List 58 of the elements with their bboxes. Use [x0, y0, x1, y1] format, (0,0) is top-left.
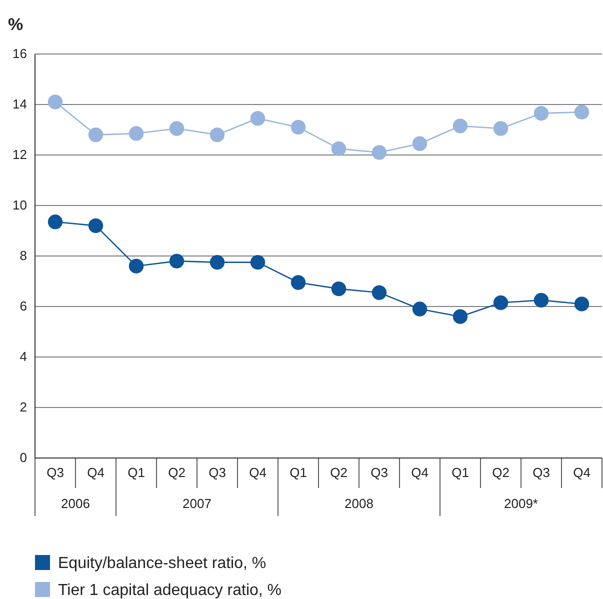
point — [48, 214, 63, 230]
point — [452, 118, 468, 134]
x-tick-label: Q2 — [168, 465, 186, 480]
point — [210, 254, 225, 270]
point — [128, 126, 144, 141]
text: 2006 — [61, 496, 90, 511]
y-tick-label: 2 — [20, 400, 27, 415]
y-axis-title: % — [8, 15, 24, 34]
point — [250, 254, 266, 270]
y-tick-label: 8 — [20, 248, 27, 264]
text: 2007 — [182, 496, 212, 511]
point — [493, 295, 508, 310]
point — [372, 285, 387, 300]
y-tick-label: 16 — [12, 46, 27, 62]
point — [331, 141, 346, 156]
x-tick-label: Q1 — [128, 465, 145, 480]
point — [48, 94, 63, 110]
x-tick-label: Q3 — [46, 465, 64, 480]
point — [250, 111, 266, 126]
point — [534, 106, 549, 121]
point — [88, 127, 104, 142]
point — [210, 127, 225, 142]
y-tick-label: 12 — [12, 147, 27, 162]
point — [128, 258, 144, 274]
y-tick-label: 10 — [12, 198, 27, 213]
point — [452, 309, 468, 324]
point — [331, 281, 346, 296]
point — [372, 145, 387, 160]
point — [412, 136, 428, 151]
y-tick-label: 4 — [20, 349, 27, 364]
x-tick-label: Q2 — [492, 465, 510, 480]
x-tick-label: Q4 — [249, 465, 266, 480]
legend-label: Equity/balance-sheet ratio, % — [58, 555, 266, 572]
point — [534, 292, 549, 308]
point — [169, 121, 184, 136]
x-tick-label: Q3 — [208, 465, 226, 480]
y-tick-label: 6 — [20, 298, 27, 314]
x-tick-label: Q2 — [330, 465, 348, 480]
text: 2009* — [504, 496, 538, 511]
y-tick-label: 14 — [12, 96, 27, 112]
legend-label: Tier 1 capital adequacy ratio, % — [58, 582, 282, 599]
y-tick-label: 0 — [20, 450, 27, 466]
text: 2008 — [344, 496, 374, 511]
point — [88, 218, 104, 234]
point — [412, 302, 428, 316]
x-tick-label: Q4 — [573, 465, 590, 480]
point — [574, 104, 590, 120]
point — [290, 275, 306, 290]
point — [493, 121, 508, 136]
x-tick-label: Q1 — [452, 465, 469, 480]
x-tick-label: Q1 — [290, 465, 307, 480]
x-tick-label: Q4 — [411, 465, 428, 480]
point — [169, 254, 184, 268]
x-tick-label: Q4 — [87, 465, 104, 480]
x-tick-label: Q3 — [532, 465, 550, 480]
point — [290, 120, 306, 135]
x-tick-label: Q3 — [370, 465, 388, 480]
point — [574, 296, 590, 312]
